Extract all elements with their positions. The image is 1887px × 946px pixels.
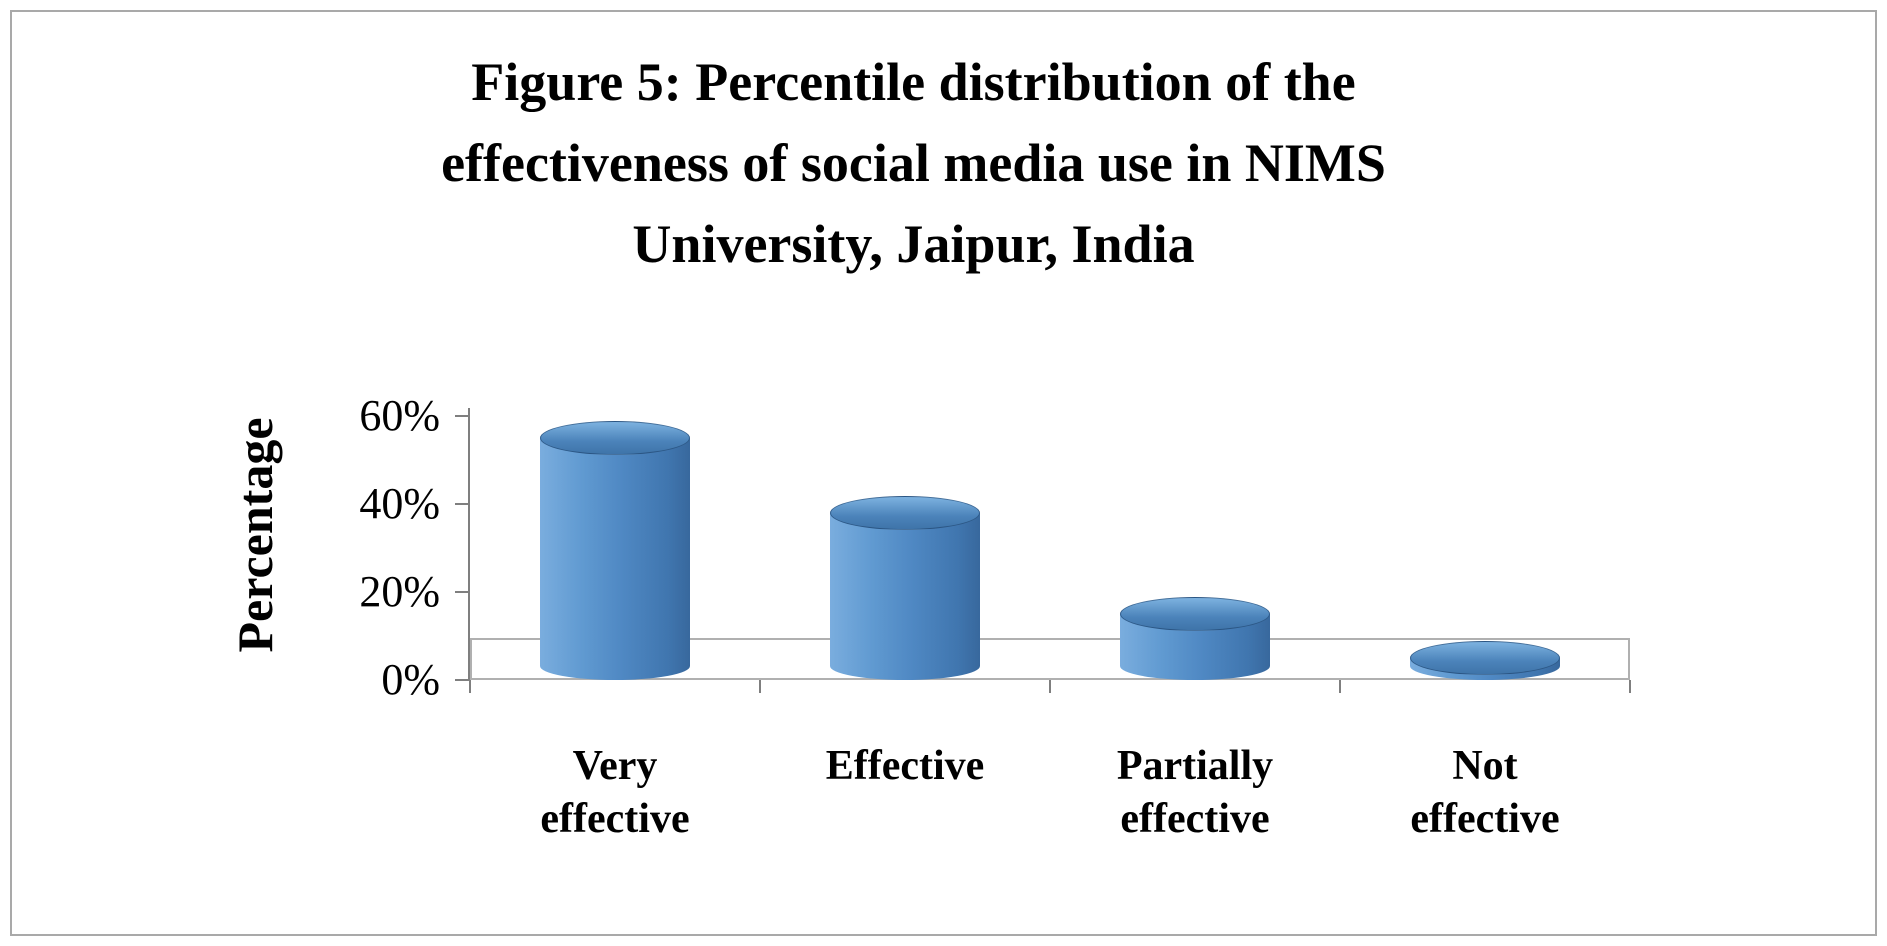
cylinder-top-ellipse <box>1120 597 1270 631</box>
cylinder-body <box>540 438 690 680</box>
x-axis-tick <box>1049 680 1051 693</box>
cylinder-top-ellipse <box>830 496 980 530</box>
category-label: Partially effective <box>1116 743 1274 842</box>
chart-title: Figure 5: Percentile distribution of the… <box>200 42 1627 285</box>
y-axis-tick-label: 60% <box>359 391 440 440</box>
category-label: Very effective <box>540 743 690 842</box>
y-axis-tick <box>455 503 470 505</box>
y-axis-tick <box>455 679 470 681</box>
x-axis-tick <box>1629 680 1631 693</box>
x-axis-tick <box>759 680 761 693</box>
cylinder-body <box>830 513 980 680</box>
y-axis-tick-label: 0% <box>381 655 440 704</box>
y-axis-tick <box>455 415 470 417</box>
cylinder-top-ellipse <box>540 421 690 455</box>
x-axis-tick <box>469 680 471 693</box>
y-axis-tick <box>455 591 470 593</box>
y-axis-tick-label: 40% <box>359 479 440 528</box>
chart-title-line-2: effectiveness of social media use in NIM… <box>441 133 1386 193</box>
y-axis-line <box>468 408 470 680</box>
category-label: Effective <box>825 743 985 789</box>
category-label: Not effective <box>1410 743 1560 842</box>
x-axis-tick <box>1339 680 1341 693</box>
chart-title-line-1: Figure 5: Percentile distribution of the <box>471 52 1356 112</box>
plot-area: 0% 20% 40% 60% Very effective Effective Partia… <box>359 391 1631 842</box>
cylinder-bar <box>830 496 980 680</box>
cylinder-top-ellipse <box>1410 641 1560 675</box>
y-axis-tick-label: 20% <box>359 567 440 616</box>
chart-title-line-3: University, Jaipur, India <box>632 214 1195 274</box>
cylinder-bar <box>1410 641 1560 680</box>
cylinder-bar <box>540 421 690 680</box>
cylinder-bar <box>1120 597 1270 680</box>
